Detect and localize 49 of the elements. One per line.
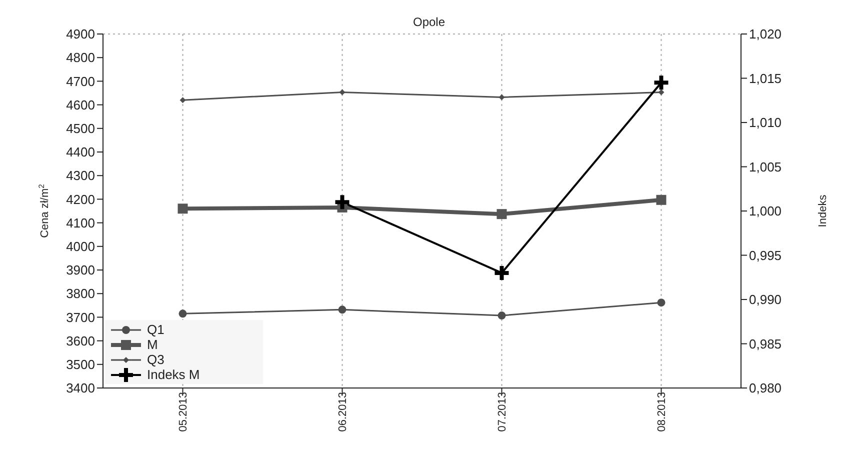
point [656,194,666,205]
y-tick-label: 4300 [66,168,95,184]
y-tick-label: 3700 [66,310,95,325]
point [654,76,668,90]
point [178,310,187,318]
y2-tick-label: 0,980 [749,380,782,396]
point [180,97,186,104]
y-tick-label: 3900 [66,262,95,278]
y-tick-label: 3800 [66,286,95,302]
legend-label: M [147,337,158,352]
legend-label: Q1 [147,322,164,337]
x-tick-label: 07.2013 [496,392,509,432]
legend-label: Q3 [147,352,164,367]
point [338,306,346,314]
y-tick-label: 3600 [66,333,95,348]
y-tick-label: 3400 [66,380,95,396]
chart-title: Opole [412,15,446,29]
y-tick-label: 4000 [66,239,95,254]
y2-tick-label: 0,990 [749,292,782,308]
point [657,298,666,307]
point [494,266,509,280]
y2-tick-label: 1,020 [749,26,782,42]
legend-label: Indeks M [147,367,200,382]
y-tick-label: 4400 [66,144,95,160]
point [178,204,188,214]
y-tick-label: 4700 [66,74,95,89]
point [335,195,350,210]
y-tick-label: 4200 [66,192,95,207]
y2-axis-title: Indeks [817,194,829,228]
y2-tick-label: 0,995 [749,248,782,263]
y2-tick-label: 1,010 [749,115,782,130]
point [498,312,506,320]
y-tick-label: 4800 [66,50,95,66]
point [498,94,505,100]
x-tick-label: 05.2013 [178,392,190,432]
y2-tick-label: 0,985 [749,336,782,352]
y-tick-label: 4600 [66,97,95,112]
y2-tick-label: 1,005 [749,159,782,174]
y-tick-label: 4900 [66,26,95,42]
y-tick-label: 4100 [66,215,95,230]
y-tick-label: 3500 [66,357,95,372]
y2-tick-label: 1,015 [749,70,782,86]
point [339,89,346,96]
y-tick-label: 4500 [66,121,95,136]
x-tick-label: 08.2013 [656,392,668,432]
point [658,89,664,96]
point [496,209,507,220]
x-tick-label: 06.2013 [337,392,350,432]
y2-tick-label: 1,000 [749,204,782,219]
